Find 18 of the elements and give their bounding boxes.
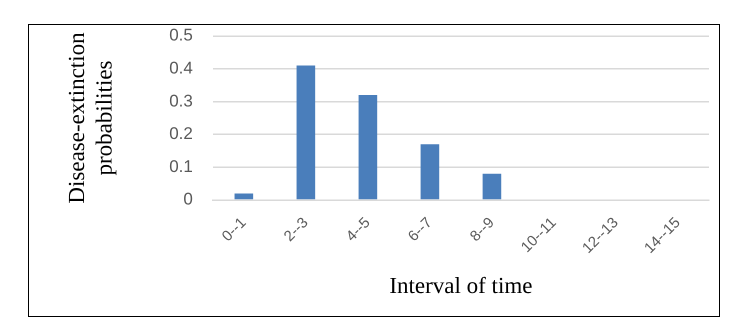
bar	[234, 193, 254, 200]
y-tick-label: 0.1	[169, 156, 193, 176]
x-axis-title: Interval of time	[389, 273, 532, 298]
y-axis-title: Disease-extinction probabilities	[64, 32, 116, 204]
y-tick-label: 0.2	[169, 124, 193, 144]
bar	[358, 95, 378, 200]
x-tick-label: 8--9	[466, 214, 498, 246]
y-tick-label: 0.5	[169, 26, 193, 45]
y-tick-label: 0	[183, 190, 193, 209]
bar	[296, 66, 316, 200]
y-tick-label: 0.4	[169, 58, 193, 78]
x-tick-label: 2--3	[280, 214, 312, 246]
x-tick-label: 0--1	[218, 214, 250, 246]
y-tick-label: 0.3	[169, 91, 193, 110]
x-tick-label: 6--7	[404, 214, 436, 246]
bar	[420, 144, 440, 200]
x-tick-label: 4--5	[342, 214, 374, 246]
bar	[482, 174, 502, 200]
